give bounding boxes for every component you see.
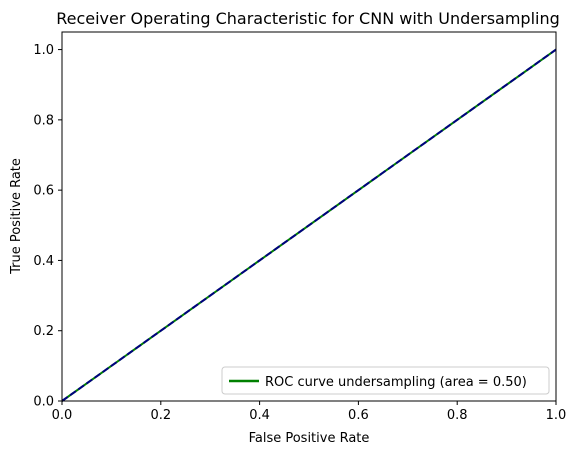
plot-frame (61, 31, 557, 402)
y-tick-label: 0.2 (33, 324, 54, 339)
y-tick-label: 0.0 (33, 395, 54, 410)
legend: ROC curve undersampling (area = 0.50) (221, 366, 550, 395)
x-axis-label: False Positive Rate (249, 431, 370, 446)
x-tick-label: 0.8 (447, 408, 468, 423)
plot-lines (61, 48, 557, 402)
x-axis-ticks: 0.0 0.2 0.4 0.6 0.8 1.0 (52, 401, 567, 423)
y-tick-label: 0.4 (33, 254, 54, 269)
x-tick-label: 1.0 (546, 408, 567, 423)
x-tick-label: 0.2 (150, 408, 171, 423)
legend-label: ROC curve undersampling (area = 0.50) (265, 375, 527, 390)
diagonal-reference-line (61, 48, 557, 402)
y-tick-label: 0.6 (33, 184, 54, 199)
y-axis-ticks: 0.0 0.2 0.4 0.6 0.8 1.0 (33, 43, 62, 410)
x-tick-label: 0.0 (52, 408, 73, 423)
y-axis-label: True Positive Rate (9, 158, 24, 275)
legend-box (221, 366, 550, 395)
y-tick-label: 1.0 (33, 43, 54, 58)
x-tick-label: 0.4 (249, 408, 270, 423)
chart-title: Receiver Operating Characteristic for CN… (56, 9, 560, 28)
x-tick-label: 0.6 (348, 408, 369, 423)
y-tick-label: 0.8 (33, 113, 54, 128)
